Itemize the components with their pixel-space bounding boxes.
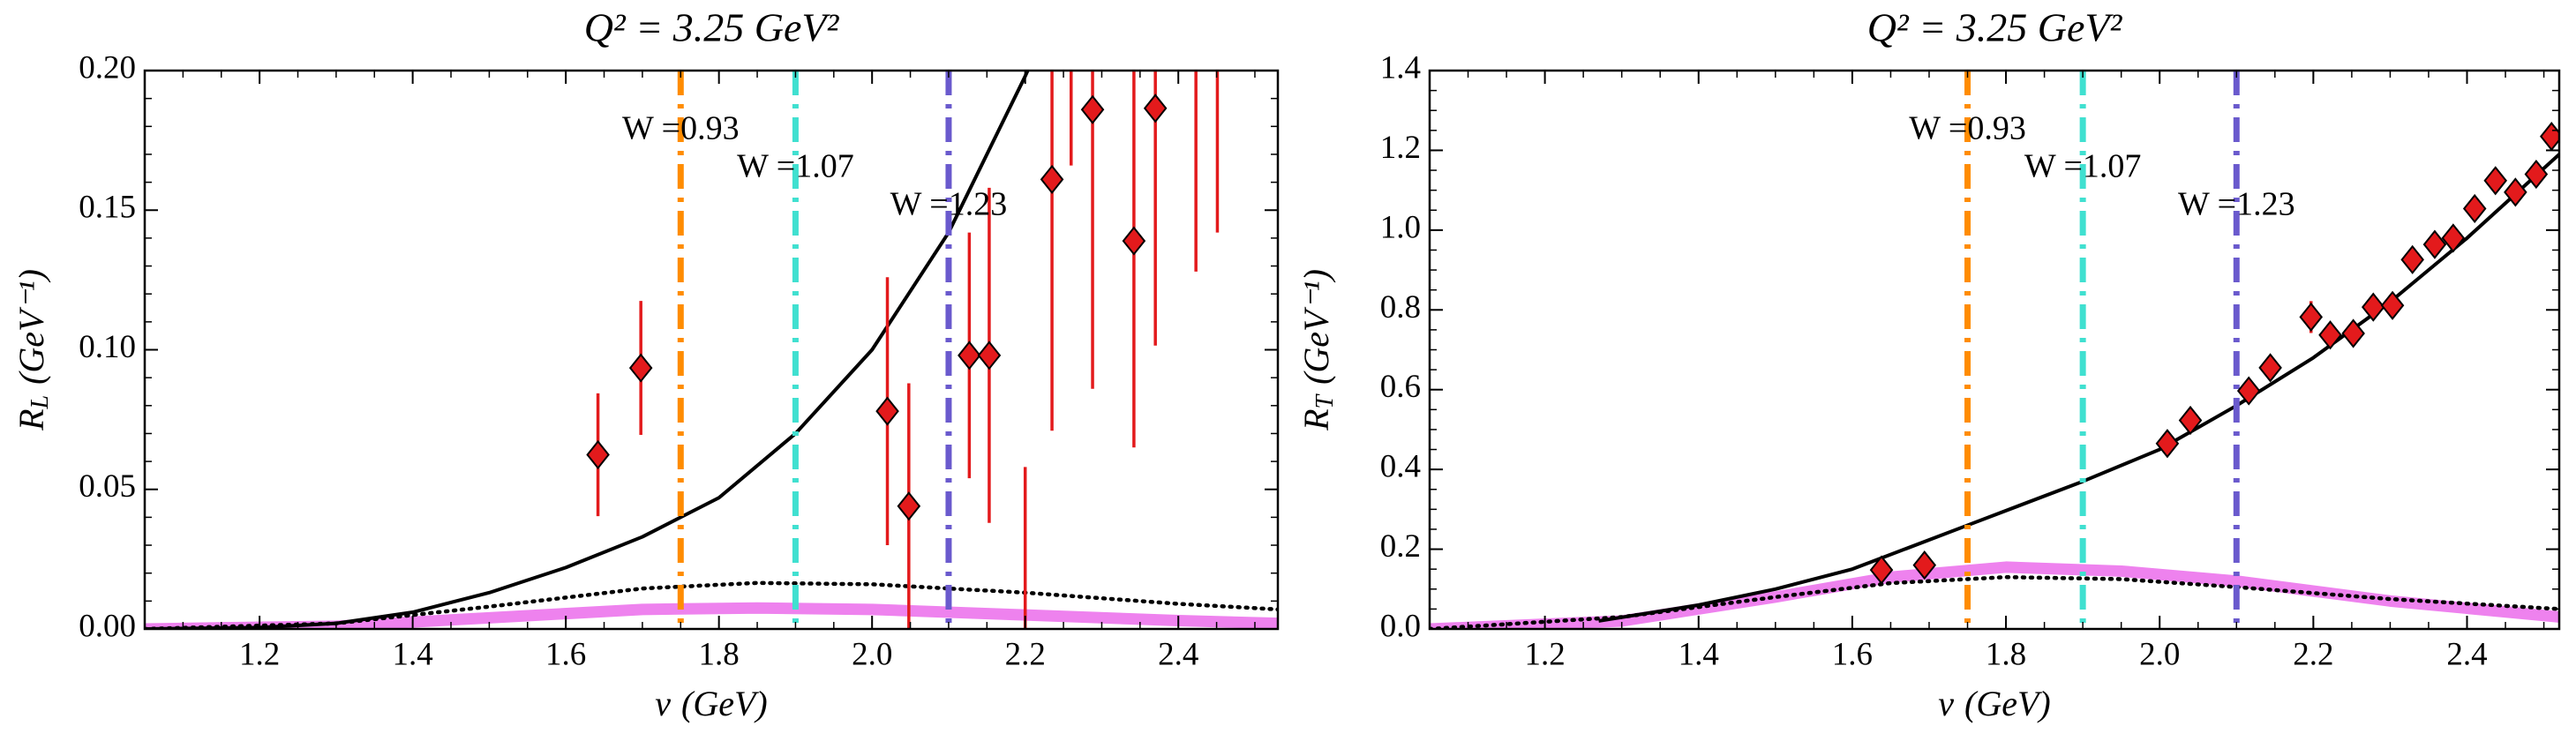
data-point xyxy=(2462,193,2487,224)
data-point xyxy=(958,341,981,370)
y-tick-label: 0.0 xyxy=(1380,608,1421,644)
y-tick-label: 1.0 xyxy=(1380,209,1421,245)
y-tick-label: 0.15 xyxy=(79,190,136,226)
data-point xyxy=(1080,94,1105,124)
x-tick-label: 1.4 xyxy=(393,636,433,672)
y-label-unit: (GeV⁻¹) xyxy=(1296,269,1336,385)
curve xyxy=(1598,153,2559,623)
data-point xyxy=(1040,164,1064,195)
annotation: W =0.93 xyxy=(1909,110,2026,147)
y-label-unit: (GeV⁻¹) xyxy=(11,269,51,385)
x-label-symbol: ν xyxy=(1938,684,1954,723)
panel: W =0.93W =1.07 W =1.23 1.2 1.4 1.6 1.8 2.0 2.2 2… xyxy=(11,2,1280,723)
x-tick-label: 2.2 xyxy=(2293,636,2333,672)
y-tick-label: 0.2 xyxy=(1380,528,1421,565)
y-label-symbol: R xyxy=(11,408,51,430)
x-axis-label: ν (GeV) xyxy=(655,684,767,723)
curve xyxy=(145,580,1278,629)
data-point xyxy=(2318,320,2342,350)
data-point xyxy=(977,341,1002,370)
x-tick-label: 2.0 xyxy=(2139,636,2180,672)
data-point xyxy=(1122,226,1146,256)
chart-title: Q² = 3.25 GeV² xyxy=(1867,5,2123,50)
x-tick-label: 1.2 xyxy=(239,636,280,672)
data-point xyxy=(2380,290,2405,320)
data-point xyxy=(2504,177,2527,207)
panel: W =0.93W =1.07 W =1.23 1.2 1.4 1.6 1.8 2.0 2.2 2… xyxy=(1296,5,2561,723)
data-point xyxy=(1869,555,1894,585)
y-tick-label: 0.4 xyxy=(1380,449,1421,485)
curve xyxy=(145,602,1278,629)
data-point xyxy=(628,353,653,383)
data-point xyxy=(2361,292,2385,322)
curve xyxy=(145,71,1030,629)
y-tick-label: 1.2 xyxy=(1380,130,1421,166)
y-axis-label: RL (GeV⁻¹) xyxy=(11,269,54,431)
data-point xyxy=(2155,429,2180,459)
data-point xyxy=(2236,376,2261,406)
annotation: W =1.07 xyxy=(737,148,854,185)
y-tick-label: 1.4 xyxy=(1380,49,1421,86)
data-point xyxy=(897,491,921,521)
data-point xyxy=(1912,550,1937,580)
x-tick-label: 2.0 xyxy=(852,636,892,672)
x-tick-label: 2.4 xyxy=(1158,636,1198,672)
data-point xyxy=(586,439,610,470)
plot-area xyxy=(1430,71,2559,629)
x-tick-label: 1.4 xyxy=(1679,636,1719,672)
x-tick-label: 2.4 xyxy=(2446,636,2487,672)
data-point xyxy=(2299,302,2324,333)
data-point xyxy=(1185,2,1206,28)
y-tick-label: 0.10 xyxy=(79,329,136,365)
x-tick-label: 1.6 xyxy=(545,636,586,672)
plot-area xyxy=(145,2,1278,698)
y-label-sub: T xyxy=(1311,393,1339,408)
y-label-symbol: R xyxy=(1296,408,1336,430)
annotation: W =0.93 xyxy=(622,110,740,147)
data-point xyxy=(2178,405,2203,436)
x-tick-label: 1.2 xyxy=(1524,636,1565,672)
annotation: W =1.07 xyxy=(2024,148,2142,185)
data-point xyxy=(1143,94,1168,124)
data-point xyxy=(2341,318,2365,348)
x-tick-label: 1.8 xyxy=(1986,636,2026,672)
data-point xyxy=(2483,166,2508,196)
y-tick-label: 0.00 xyxy=(79,608,136,644)
x-axis-label: ν (GeV) xyxy=(1938,684,2050,723)
y-tick-label: 0.8 xyxy=(1380,289,1421,326)
data-point xyxy=(2441,223,2466,253)
x-label-symbol: ν xyxy=(655,684,671,723)
y-tick-label: 0.05 xyxy=(79,468,136,505)
plot-frame xyxy=(1428,69,2561,631)
data-point xyxy=(2258,353,2282,383)
curve xyxy=(1430,574,2559,629)
y-label-sub: L xyxy=(26,395,54,410)
x-label-unit: (GeV) xyxy=(681,684,768,723)
annotation: W =1.23 xyxy=(890,186,1008,223)
chart-title: Q² = 3.25 GeV² xyxy=(584,5,840,50)
data-point xyxy=(2422,229,2447,259)
x-label-unit: (GeV) xyxy=(1964,684,2051,723)
data-point xyxy=(2400,244,2424,274)
y-tick-label: 0.6 xyxy=(1380,369,1421,405)
data-point xyxy=(875,396,899,426)
plot-frame xyxy=(143,69,1280,631)
x-tick-label: 2.2 xyxy=(1005,636,1046,672)
y-tick-label: 0.20 xyxy=(79,49,136,86)
x-tick-label: 1.8 xyxy=(699,636,740,672)
x-tick-label: 1.6 xyxy=(1832,636,1873,672)
annotation: W =1.23 xyxy=(2178,186,2295,223)
y-axis-label: RT (GeV⁻¹) xyxy=(1296,269,1339,431)
data-point xyxy=(1015,671,1036,698)
data-point xyxy=(2524,159,2549,190)
